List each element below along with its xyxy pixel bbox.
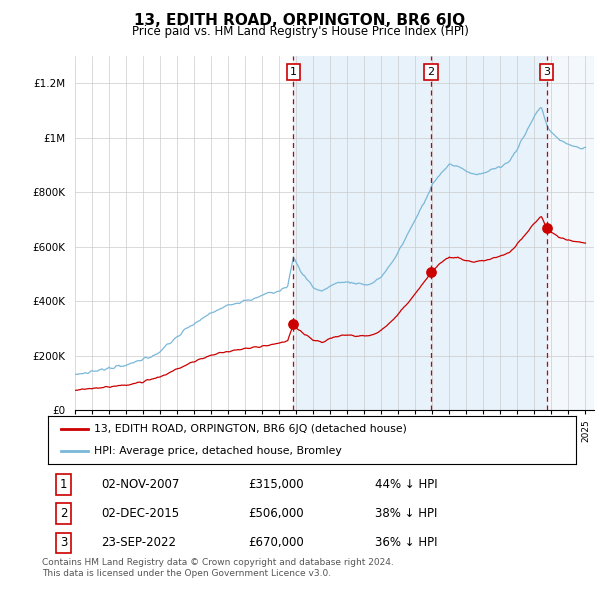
Text: 38% ↓ HPI: 38% ↓ HPI xyxy=(376,507,438,520)
Point xyxy=(289,320,298,329)
Point xyxy=(426,267,436,277)
Text: 2: 2 xyxy=(427,67,434,77)
Bar xyxy=(547,56,594,410)
Text: 3: 3 xyxy=(60,536,68,549)
Text: 1: 1 xyxy=(60,478,68,491)
Text: Contains HM Land Registry data © Crown copyright and database right 2024.: Contains HM Land Registry data © Crown c… xyxy=(42,558,394,567)
Text: 36% ↓ HPI: 36% ↓ HPI xyxy=(376,536,438,549)
Text: £506,000: £506,000 xyxy=(248,507,304,520)
Text: This data is licensed under the Open Government Licence v3.0.: This data is licensed under the Open Gov… xyxy=(42,569,331,578)
Text: 02-NOV-2007: 02-NOV-2007 xyxy=(101,478,179,491)
Text: 13, EDITH ROAD, ORPINGTON, BR6 6JQ: 13, EDITH ROAD, ORPINGTON, BR6 6JQ xyxy=(134,13,466,28)
Text: 2: 2 xyxy=(60,507,68,520)
Text: £670,000: £670,000 xyxy=(248,536,304,549)
Text: HPI: Average price, detached house, Bromley: HPI: Average price, detached house, Brom… xyxy=(94,446,342,456)
Bar xyxy=(293,56,431,410)
Text: 44% ↓ HPI: 44% ↓ HPI xyxy=(376,478,438,491)
Text: 02-DEC-2015: 02-DEC-2015 xyxy=(101,507,179,520)
Text: £315,000: £315,000 xyxy=(248,478,304,491)
Text: 23-SEP-2022: 23-SEP-2022 xyxy=(101,536,176,549)
Point xyxy=(542,223,551,232)
Bar xyxy=(431,56,547,410)
Text: Price paid vs. HM Land Registry's House Price Index (HPI): Price paid vs. HM Land Registry's House … xyxy=(131,25,469,38)
Text: 13, EDITH ROAD, ORPINGTON, BR6 6JQ (detached house): 13, EDITH ROAD, ORPINGTON, BR6 6JQ (deta… xyxy=(94,424,407,434)
Text: 3: 3 xyxy=(543,67,550,77)
Text: 1: 1 xyxy=(290,67,297,77)
